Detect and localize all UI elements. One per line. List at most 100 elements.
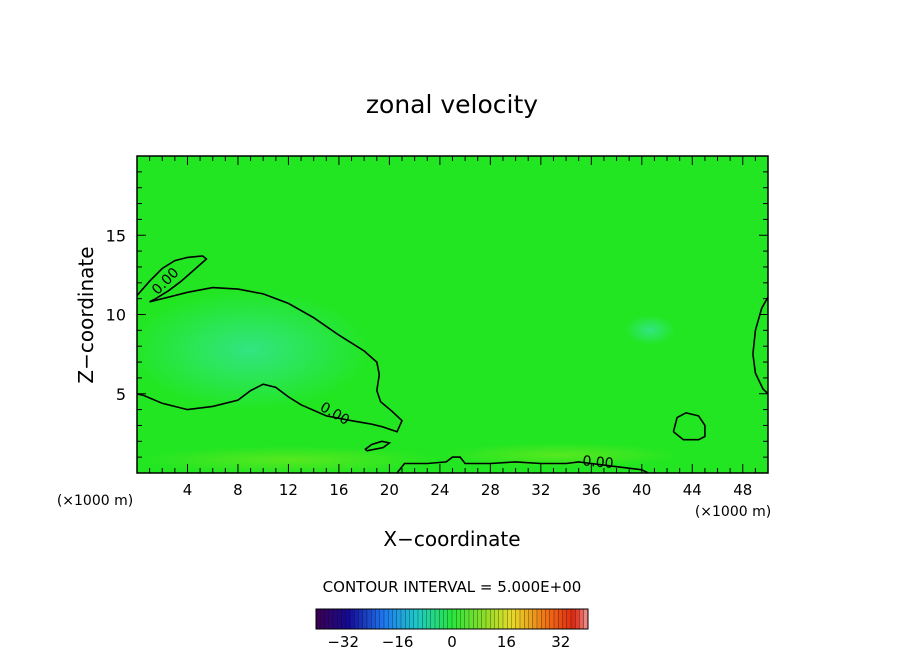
colorbar-cell <box>379 608 385 630</box>
contour-main-closed <box>136 286 403 433</box>
colorbar-cell <box>468 608 474 630</box>
x-tick-label: 44 <box>683 481 702 499</box>
x-axis-ticks: 4 8 12 16 20 24 28 32 36 40 44 48 <box>149 156 756 499</box>
colorbar-cell <box>345 608 351 630</box>
colorbar-cell <box>451 608 457 630</box>
colorbar-cell <box>328 608 334 630</box>
contour-right-closed <box>672 411 706 441</box>
colorbar-cell <box>417 608 423 630</box>
colorbar-cell <box>532 608 538 630</box>
colorbar-cell <box>320 608 325 630</box>
colorbar-cell <box>545 608 550 630</box>
colorbar-tick-label: −32 <box>327 633 359 651</box>
colorbar-cell <box>430 608 436 630</box>
colorbar-cell <box>562 608 567 630</box>
colorbar-cell <box>375 608 380 630</box>
x-tick-label: 48 <box>733 481 752 499</box>
colorbar-tick-label: 0 <box>447 633 457 651</box>
colorbar-cell <box>464 608 470 630</box>
x-tick-label: 24 <box>430 481 449 499</box>
colorbar-cell <box>426 608 431 630</box>
colorbar-cells <box>315 608 589 630</box>
colorbar-cell <box>422 608 427 630</box>
colorbar-cell <box>447 608 453 630</box>
colorbar-cell <box>490 608 495 630</box>
warm-region <box>140 446 440 474</box>
colorbar-cell <box>583 608 589 630</box>
chart-title: zonal velocity <box>366 90 538 119</box>
colorbar-tick-label: 16 <box>497 633 516 651</box>
colorbar-cell <box>388 608 393 630</box>
colorbar-cell <box>443 608 448 630</box>
colorbar-cell <box>494 608 499 630</box>
y-axis-label: Z−coordinate <box>74 246 98 383</box>
colorbar-cell <box>579 608 584 630</box>
colorbar-cell <box>575 608 580 630</box>
contour-small-island <box>364 440 392 452</box>
x-tick-label: 32 <box>531 481 550 499</box>
contour-label-3: 0.00 <box>582 453 614 472</box>
colorbar-cell <box>511 608 516 630</box>
colorbar-cell <box>524 608 529 630</box>
colorbar-cell <box>315 608 321 630</box>
colorbar-cell <box>515 608 521 630</box>
x-tick-label: 28 <box>481 481 500 499</box>
y-tick-label: 5 <box>116 385 126 404</box>
y-tick-label: 15 <box>106 226 126 245</box>
warm-region-right <box>440 443 680 467</box>
colorbar-tick-label: 32 <box>551 633 570 651</box>
x-tick-label: 36 <box>582 481 601 499</box>
colorbar-cell <box>566 608 572 630</box>
colorbar-cell <box>332 608 338 630</box>
colorbar-cell <box>473 608 478 630</box>
x-tick-label: 16 <box>329 481 348 499</box>
colorbar-cell <box>383 608 389 630</box>
colorbar-cell <box>366 608 372 630</box>
colorbar-cell <box>409 608 414 630</box>
contour-bottom-line <box>396 456 649 474</box>
cool-region-small <box>625 315 675 345</box>
colorbar-cell <box>477 608 482 630</box>
colorbar-tick-label: −16 <box>382 633 414 651</box>
colorbar-cell <box>439 608 444 630</box>
x-axis-label: X−coordinate <box>383 527 520 551</box>
colorbar-cell <box>553 608 559 630</box>
colorbar-cell <box>337 608 342 630</box>
colorbar-cell <box>536 608 542 630</box>
colorbar-cell <box>481 608 487 630</box>
colorbar-cell <box>405 608 410 630</box>
colorbar-cell <box>528 608 533 630</box>
colorbar-cell <box>460 608 465 630</box>
colorbar: −32 −16 0 16 32 <box>315 608 589 651</box>
colorbar-cell <box>362 608 368 630</box>
x-tick-label: 8 <box>233 481 243 499</box>
colorbar-cell <box>392 608 397 630</box>
colorbar-cell <box>519 608 525 630</box>
colorbar-cell <box>434 608 440 630</box>
colorbar-cell <box>396 608 402 630</box>
y-axis-ticks: 5 10 15 <box>106 171 768 458</box>
contour-right-edge <box>752 296 769 395</box>
colorbar-cell <box>341 608 346 630</box>
x-tick-label: 4 <box>183 481 193 499</box>
colorbar-cell <box>456 608 461 630</box>
colorbar-ticks: −32 −16 0 16 32 <box>327 633 570 651</box>
colorbar-cell <box>558 608 563 630</box>
colorbar-cell <box>324 608 329 630</box>
colorbar-frame <box>315 608 589 630</box>
colorbar-cell <box>502 608 508 630</box>
colorbar-cell <box>549 608 555 630</box>
cool-region <box>130 290 370 410</box>
colorbar-cell <box>498 608 504 630</box>
contour-upper-left-arc <box>136 255 208 303</box>
colorbar-cell <box>349 608 355 630</box>
colorbar-cell <box>354 608 359 630</box>
colorbar-cell <box>358 608 363 630</box>
contour-interval-text: CONTOUR INTERVAL = 5.000E+00 <box>323 578 582 596</box>
colorbar-cell <box>413 608 419 630</box>
colorbar-cell <box>570 608 576 630</box>
x-unit-right: (×1000 m) <box>695 504 771 520</box>
y-tick-label: 10 <box>106 306 126 325</box>
x-tick-label: 12 <box>279 481 298 499</box>
